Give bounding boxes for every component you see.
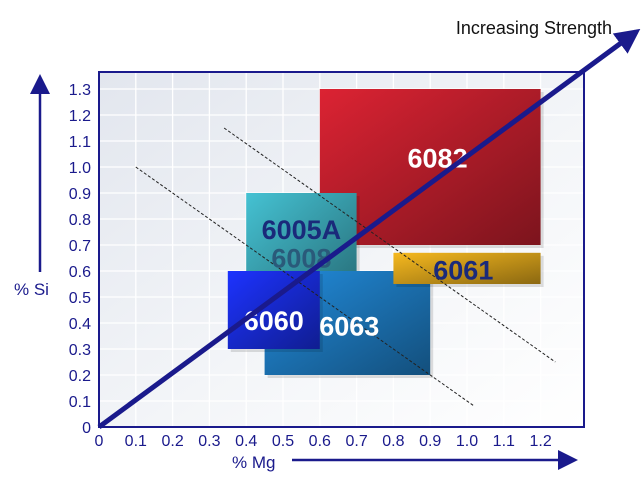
region-6060 xyxy=(227,271,320,349)
plot-frame xyxy=(98,71,585,428)
region-label-6008: 6008 xyxy=(271,244,331,274)
x-tick-label: 0.7 xyxy=(345,433,367,450)
region-label-6082: 6082 xyxy=(408,144,468,174)
dashed-guide-line xyxy=(223,127,556,363)
region-label-6063: 6063 xyxy=(319,311,379,341)
x-tick-label: 0.5 xyxy=(272,433,294,450)
x-tick-label: 1.2 xyxy=(529,433,551,450)
y-tick-label: 1.2 xyxy=(69,108,91,125)
y-tick-label: 0.8 xyxy=(69,212,91,229)
x-tick-label: 0.4 xyxy=(235,433,257,450)
y-tick-label: 0.9 xyxy=(69,186,91,203)
y-tick-label: 1.3 xyxy=(69,82,91,99)
y-axis-title: % Si xyxy=(14,280,49,299)
increasing-strength-arrow xyxy=(97,28,641,430)
y-tick-label: 0.6 xyxy=(69,264,91,281)
region-label-6061: 6061 xyxy=(433,255,493,285)
y-tick-label: 0.2 xyxy=(69,368,91,385)
y-tick-label: 0.4 xyxy=(69,316,91,333)
x-tick-label: 0.6 xyxy=(309,433,331,450)
increasing-strength-label: Increasing Strength xyxy=(456,18,612,38)
x-tick-label: 1.1 xyxy=(493,433,515,450)
region-label-6060: 6060 xyxy=(244,306,304,336)
region-6061 xyxy=(393,252,541,284)
x-tick-label: 0.1 xyxy=(125,433,147,450)
x-axis-title: % Mg xyxy=(232,453,275,472)
x-tick-label: 0 xyxy=(95,433,104,450)
y-tick-label: 0.3 xyxy=(69,342,91,359)
y-tick-label: 0.1 xyxy=(69,394,91,411)
dashed-guide-line xyxy=(135,166,475,407)
y-tick-label: 0.7 xyxy=(69,238,91,255)
y-tick-label: 0.5 xyxy=(69,290,91,307)
x-tick-label: 0.9 xyxy=(419,433,441,450)
x-tick-label: 0.2 xyxy=(161,433,183,450)
x-tick-label: 1.0 xyxy=(456,433,478,450)
region-label-6005A: 6005A xyxy=(262,215,342,245)
x-tick-label: 0.8 xyxy=(382,433,404,450)
y-tick-label: 1.1 xyxy=(69,134,91,151)
x-tick-label: 0.3 xyxy=(198,433,220,450)
y-tick-label: 0 xyxy=(82,420,91,437)
y-tick-label: 1.0 xyxy=(69,160,91,177)
